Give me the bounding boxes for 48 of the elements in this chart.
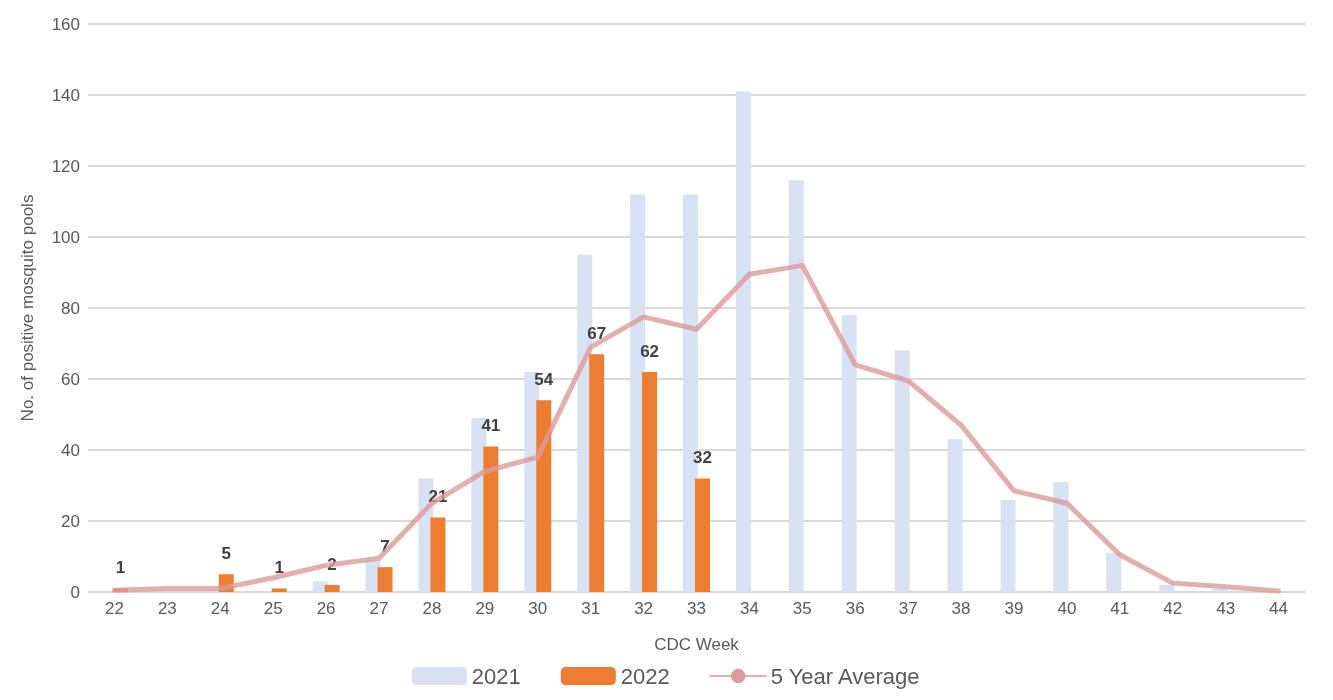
- x-tick-label: 37: [898, 599, 918, 618]
- x-tick-label: 42: [1163, 599, 1183, 618]
- x-tick-label: 28: [422, 599, 442, 618]
- data-label: 21: [428, 487, 448, 507]
- x-tick-label: 24: [210, 599, 230, 618]
- x-tick-label: 34: [739, 599, 759, 618]
- x-tick-label: 36: [845, 599, 865, 618]
- x-tick-label: 30: [528, 599, 548, 618]
- x-tick-label: 26: [316, 599, 336, 618]
- y-tick-label: 160: [51, 14, 80, 34]
- y-tick-label: 20: [61, 511, 80, 531]
- x-tick-label: 44: [1269, 599, 1288, 618]
- x-tick-label: 41: [1110, 599, 1130, 618]
- x-tick-label: 22: [105, 599, 124, 618]
- data-label: 67: [587, 324, 607, 344]
- x-tick-label: 33: [687, 599, 706, 618]
- x-tick-label: 38: [951, 599, 971, 618]
- y-tick-label: 120: [51, 156, 80, 176]
- legend-label: 2021: [471, 663, 521, 689]
- data-label: 7: [380, 537, 390, 557]
- data-label: 1: [115, 558, 126, 578]
- x-tick-label: 40: [1057, 599, 1077, 618]
- data-label: 32: [693, 448, 712, 468]
- y-tick-label: 40: [61, 440, 80, 460]
- y-tick-label: 100: [51, 227, 80, 247]
- x-tick-label: 32: [634, 599, 654, 618]
- data-label: 2: [327, 554, 337, 574]
- y-tick-label: 60: [61, 369, 80, 389]
- y-tick-label: 0: [70, 582, 80, 602]
- x-tick-label: 25: [263, 599, 283, 618]
- x-tick-label: 35: [792, 599, 812, 618]
- data-label: 5: [221, 544, 232, 564]
- y-axis-title: No. of positive mosquito pools: [18, 194, 37, 422]
- x-tick-label: 43: [1216, 599, 1236, 618]
- legend-label: 5 Year Average: [770, 663, 920, 689]
- x-tick-label: 39: [1004, 599, 1024, 618]
- y-tick-label: 80: [61, 298, 80, 318]
- x-tick-label: 31: [581, 599, 601, 618]
- legend-label: 2022: [620, 663, 670, 689]
- x-tick-label: 29: [475, 599, 495, 618]
- data-label: 54: [534, 370, 554, 390]
- data-label: 1: [274, 558, 284, 578]
- data-label: 62: [640, 341, 660, 361]
- data-label: 41: [481, 416, 501, 436]
- x-tick-label: 23: [157, 599, 177, 618]
- y-tick-label: 140: [51, 85, 80, 105]
- x-tick-label: 27: [369, 599, 389, 618]
- x-axis-title: CDC Week: [654, 635, 740, 654]
